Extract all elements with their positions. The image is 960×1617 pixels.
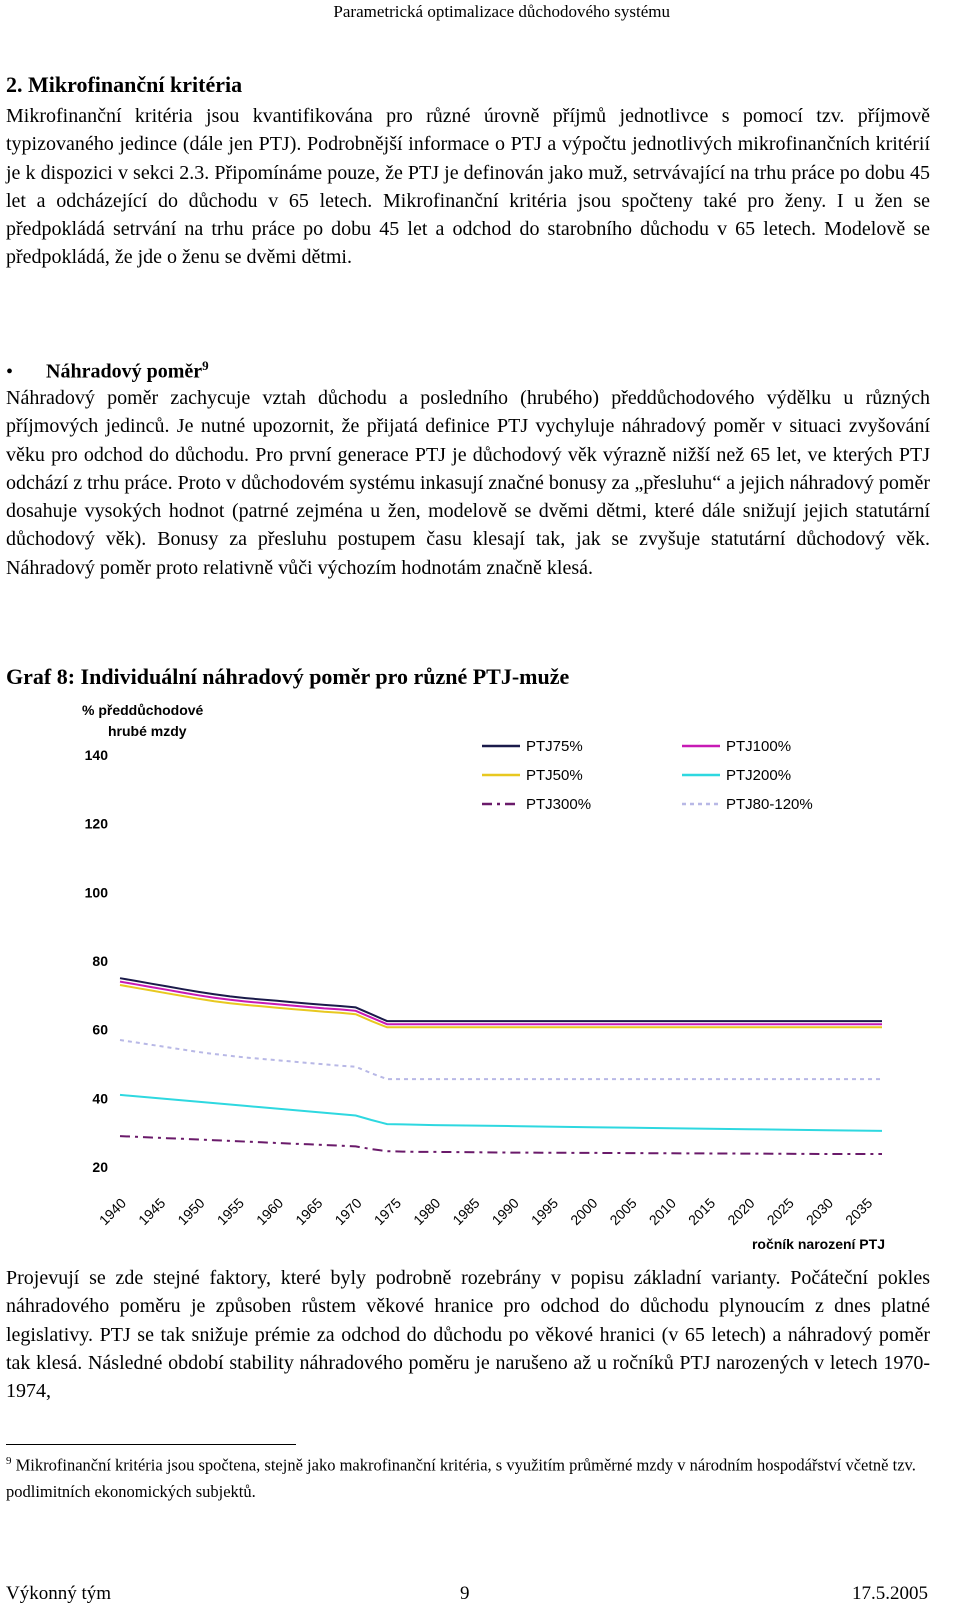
- bullet-heading: • Náhradový poměr9: [6, 358, 209, 384]
- figure-caption: Graf 8: Individuální náhradový poměr pro…: [6, 664, 570, 689]
- bullet-title: Náhradový poměr: [46, 360, 203, 383]
- x-tick-label: 1960: [253, 1195, 286, 1228]
- x-tick-label: 1975: [371, 1195, 404, 1228]
- x-tick-label: 1955: [214, 1195, 247, 1228]
- x-tick-label: 2005: [606, 1195, 639, 1228]
- x-tick-label: 2030: [803, 1195, 836, 1228]
- y-tick-label: 100: [85, 884, 109, 900]
- x-tick-label: 2035: [842, 1195, 875, 1228]
- footnote: 9 Mikrofinanční kritéria jsou spočtena, …: [6, 1448, 930, 1505]
- x-tick-label: 1990: [489, 1195, 522, 1228]
- footer-left: Výkonný tým: [6, 1583, 112, 1604]
- y-axis-label-line2: hrubé mzdy: [108, 723, 187, 739]
- x-tick-label: 2010: [646, 1195, 679, 1228]
- footer-date: 17.5.2005: [852, 1583, 928, 1604]
- x-tick-label: 2000: [567, 1195, 600, 1228]
- legend-label: PTJ50%: [526, 767, 583, 784]
- legend-label: PTJ80-120%: [726, 796, 813, 813]
- running-header: Parametrická optimalizace důchodového sy…: [333, 2, 670, 21]
- x-tick-label: 1985: [449, 1195, 482, 1228]
- series-line-ptj200-: [119, 1093, 883, 1132]
- y-axis-label-line1: % předdůchodové: [82, 702, 204, 718]
- replacement-paragraph: Náhradový poměr zachycuje vztah důchodu …: [6, 387, 930, 579]
- footnote-text: Mikrofinanční kritéria jsou spočtena, st…: [6, 1455, 916, 1501]
- footnote-number: 9: [6, 1455, 12, 1467]
- x-tick-label: 1945: [135, 1195, 168, 1228]
- series-line-ptj300-: [119, 1135, 882, 1155]
- x-tick-label: 1995: [528, 1195, 561, 1228]
- y-tick-label: 20: [92, 1159, 108, 1175]
- y-tick-label: 40: [92, 1090, 108, 1106]
- section-title: 2. Mikrofinanční kritéria: [6, 72, 243, 97]
- y-tick-label: 120: [85, 816, 109, 832]
- x-tick-label: 1965: [292, 1195, 325, 1228]
- series-line-ptj100-: [119, 980, 882, 1026]
- legend-label: PTJ100%: [726, 738, 791, 755]
- x-tick-label: 2025: [764, 1195, 797, 1228]
- after-chart-paragraph: Projevují se zde stejné faktory, které b…: [6, 1267, 930, 1403]
- footnote-reference[interactable]: 9: [202, 358, 209, 373]
- y-tick-label: 80: [92, 953, 108, 969]
- legend-label: PTJ300%: [526, 796, 591, 813]
- bullet-symbol: •: [6, 360, 14, 383]
- y-tick-label: 60: [92, 1022, 108, 1038]
- footnote-separator: [6, 1444, 296, 1445]
- x-tick-label: 1980: [410, 1195, 443, 1228]
- series-line-ptj75-: [119, 977, 882, 1023]
- page-number: 9: [460, 1583, 470, 1604]
- x-tick-label: 1970: [331, 1195, 364, 1228]
- intro-paragraph: Mikrofinanční kritéria jsou kvantifiková…: [6, 105, 930, 269]
- series-line-ptj50-: [119, 984, 882, 1029]
- series-line-ptj80-120-: [119, 1039, 882, 1081]
- x-tick-label: 2015: [685, 1195, 718, 1228]
- y-tick-label: 140: [85, 747, 109, 763]
- legend-label: PTJ200%: [726, 767, 791, 784]
- x-axis-label: ročník narození PTJ: [752, 1236, 885, 1252]
- x-tick-label: 1950: [174, 1195, 207, 1228]
- legend-label: PTJ75%: [526, 738, 583, 755]
- replacement-ratio-chart: % předdůchodové hrubé mzdy ročník naroze…: [82, 702, 885, 1252]
- x-tick-label: 2020: [724, 1195, 757, 1228]
- x-tick-label: 1940: [96, 1195, 129, 1228]
